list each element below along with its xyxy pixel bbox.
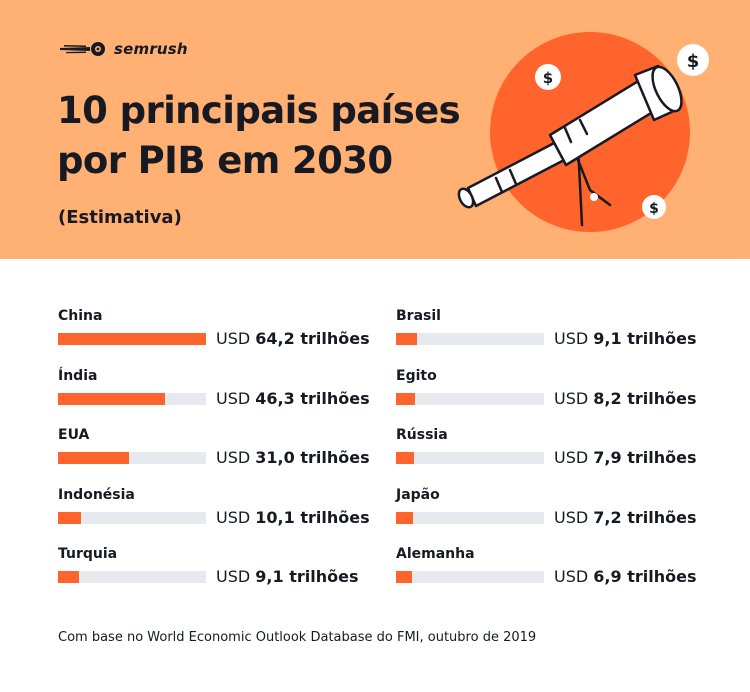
source-note: Com base no World Economic Outlook Datab… — [58, 630, 537, 645]
coin-symbol: $ — [543, 69, 553, 87]
header-banner: semrush 10 principais países por PIB em … — [0, 0, 750, 259]
bar — [58, 452, 129, 464]
value-label: USD 10,1 trilhões — [216, 507, 370, 527]
value-label: USD 6,9 trilhões — [554, 567, 697, 586]
country-label: Indonésia — [58, 486, 135, 503]
sparkle-dot — [590, 193, 598, 201]
title-line-2: por PIB em 2030 — [57, 139, 393, 182]
bar-track — [396, 452, 544, 464]
value-label: USD 8,2 trilhões — [554, 388, 697, 408]
value-label: USD 9,1 trilhões — [216, 567, 359, 586]
country-label: Egito — [396, 367, 437, 384]
bar — [396, 392, 415, 405]
bar-track — [58, 392, 206, 405]
semrush-comet-icon — [60, 42, 105, 56]
coin-symbol: $ — [649, 201, 659, 217]
coin-symbol: $ — [687, 51, 700, 72]
country-label: Japão — [396, 486, 440, 503]
bar — [396, 571, 412, 583]
value-label: USD 9,1 trilhões — [554, 329, 697, 348]
country-label: EUA — [58, 427, 90, 443]
value-label: USD 7,9 trilhões — [554, 448, 697, 467]
semrush-logo: semrush — [60, 40, 188, 58]
country-label: Turquia — [58, 546, 118, 562]
country-label: Rússia — [396, 427, 448, 443]
telescope-icon — [457, 64, 683, 227]
bar — [58, 392, 165, 405]
bar-track — [396, 571, 544, 583]
logo-wordmark: semrush — [114, 40, 188, 58]
page-subtitle: (Estimativa) — [58, 207, 182, 228]
bar-track — [58, 333, 206, 345]
dollar-coin-icon: $ — [642, 195, 666, 219]
bar-track — [396, 511, 544, 524]
telescope-illustration: $ $ $ — [457, 32, 709, 232]
bar — [396, 511, 413, 524]
country-label: Brasil — [396, 308, 441, 324]
value-label: USD 64,2 trilhões — [216, 329, 370, 348]
page-title: 10 principais países por PIB em 2030 — [57, 86, 497, 186]
bar — [58, 511, 81, 524]
gdp-bar-chart: China USD 64,2 trilhões Índia USD 46,3 tril… — [0, 259, 750, 619]
bar — [396, 452, 414, 464]
bar — [396, 333, 417, 345]
value-label: USD 7,2 trilhões — [554, 507, 697, 527]
bar — [58, 333, 206, 345]
bar — [58, 571, 79, 583]
bar-track — [396, 392, 544, 405]
bar-track — [58, 452, 206, 464]
title-line-1: 10 principais países — [57, 89, 461, 132]
country-label: China — [58, 308, 103, 324]
bar-track — [396, 333, 544, 345]
country-label: Índia — [58, 367, 98, 384]
value-label: USD 31,0 trilhões — [216, 448, 370, 467]
dollar-coin-icon: $ — [677, 44, 709, 76]
bar-track — [58, 571, 206, 583]
value-label: USD 46,3 trilhões — [216, 388, 370, 408]
bar-track — [58, 511, 206, 524]
dollar-coin-icon: $ — [535, 64, 561, 90]
country-label: Alemanha — [396, 546, 475, 562]
